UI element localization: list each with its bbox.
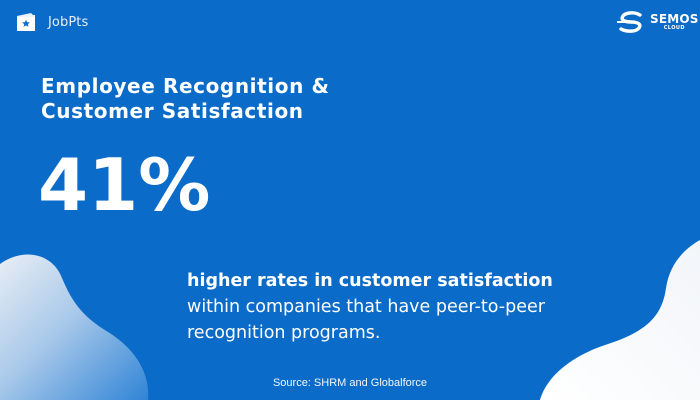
statistic-value: 41%: [38, 143, 211, 227]
headline-line-2: Customer Satisfaction: [41, 99, 304, 123]
star-card-icon: [17, 13, 35, 31]
right-decorative-blob: [540, 240, 700, 400]
statistic-description: higher rates in customer satisfaction wi…: [187, 268, 607, 346]
logo-subword: CLOUD: [663, 25, 685, 31]
left-decorative-blob: [0, 254, 149, 400]
headline: Employee Recognition & Customer Satisfac…: [41, 74, 401, 124]
source-credit: Source: SHRM and Globalforce: [272, 377, 428, 389]
brand: JobPts: [14, 10, 88, 34]
logo-text: SEMOS CLOUD: [650, 13, 699, 31]
description-bold: higher rates in customer satisfaction: [187, 271, 553, 291]
semos-cloud-logo: SEMOS CLOUD: [617, 11, 699, 33]
logo-word: SEMOS: [650, 12, 699, 26]
semos-s-mark-icon: [617, 11, 642, 33]
headline-line-1: Employee Recognition &: [41, 74, 330, 98]
description-rest: within companies that have peer-to-peer …: [187, 297, 545, 343]
brand-name: JobPts: [48, 14, 89, 30]
